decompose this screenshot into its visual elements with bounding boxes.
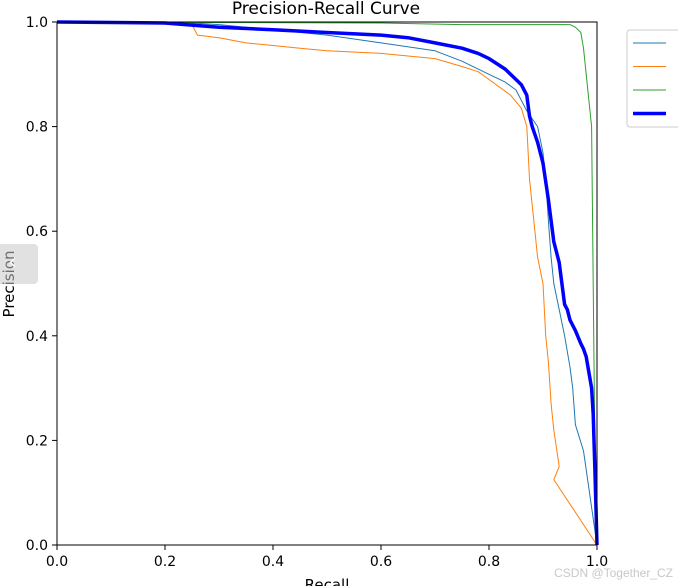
y-tick-label: 0.8 — [26, 120, 48, 136]
pr-series-line-3 — [56, 21, 598, 546]
x-tick-label: 1.0 — [586, 554, 608, 570]
y-tick-label: 0.4 — [26, 329, 48, 345]
watermark: CSDN @Together_CZ — [554, 566, 673, 580]
y-tick-label: 1.0 — [26, 15, 48, 31]
x-tick-label: 0.4 — [262, 554, 284, 570]
x-axis-label: Recall — [305, 576, 350, 586]
collapse-tab[interactable]: ‹ — [0, 244, 38, 284]
plot-frame — [56, 21, 598, 546]
x-tick-label: 0.8 — [478, 554, 500, 570]
pr-series-line-4 — [56, 20, 599, 546]
y-tick-label: 0.2 — [26, 433, 48, 449]
chevron-left-icon[interactable]: ‹ — [8, 250, 17, 275]
legend — [626, 29, 678, 128]
legend-box — [626, 29, 678, 128]
x-tick-label: 0.6 — [370, 554, 392, 570]
x-tick-label: 0.0 — [46, 554, 68, 570]
chart-title: Precision-Recall Curve — [232, 0, 420, 19]
y-tick-label: 0.0 — [26, 538, 48, 554]
y-tick-label: 0.6 — [26, 224, 48, 240]
pr-series-line-2 — [56, 21, 598, 546]
pr-series-line-1 — [57, 21, 598, 546]
x-tick-label: 0.2 — [154, 554, 176, 570]
